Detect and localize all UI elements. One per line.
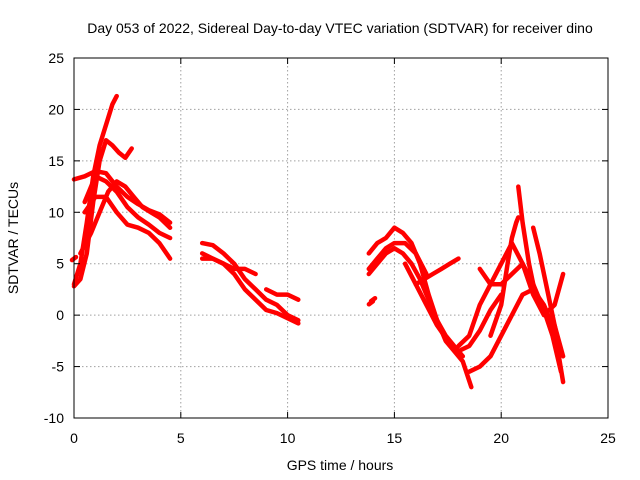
x-axis-title: GPS time / hours	[287, 457, 394, 473]
y-tick-label: 0	[56, 307, 64, 323]
y-tick-label: 10	[48, 204, 64, 220]
data-series-track-13	[366, 240, 429, 277]
data-series-track-6	[78, 179, 173, 256]
data-series-track-5	[82, 194, 173, 261]
data-series-track-3	[71, 138, 134, 289]
y-tick-label: 20	[48, 101, 64, 117]
data-series-track-4	[82, 174, 173, 241]
grid	[74, 58, 608, 418]
y-tick-label: -5	[52, 359, 65, 375]
y-axis-title: SDTVAR / TECUs	[5, 182, 21, 294]
data-point	[366, 299, 376, 307]
x-tick-label: 10	[280, 430, 296, 446]
y-tick-label: 15	[48, 153, 64, 169]
data-series-track-14	[413, 256, 461, 287]
chart-title: Day 053 of 2022, Sidereal Day-to-day VTE…	[87, 20, 593, 36]
data-series-track-10	[263, 287, 301, 302]
data-series-track-9	[199, 256, 258, 277]
y-tick-label: 25	[48, 50, 64, 66]
data-series-track-20	[516, 184, 564, 374]
x-tick-label: 20	[493, 430, 509, 446]
data-series-track-19	[488, 215, 521, 338]
data-series-track-7	[199, 240, 301, 323]
x-tick-label: 0	[70, 430, 78, 446]
y-tick-label: 5	[56, 256, 64, 272]
data-layer	[69, 93, 566, 390]
x-tick-label: 5	[177, 430, 185, 446]
plot-frame	[73, 57, 609, 419]
data-series-track-15	[402, 261, 504, 354]
data-series-track-21	[530, 225, 562, 349]
data-series-track-1	[71, 93, 119, 287]
x-tick-label: 15	[387, 430, 403, 446]
ticks: 0 5 10 15 20 25 -10 -5 0 5 10 15 20 25	[44, 50, 616, 446]
data-series-track-18	[477, 261, 566, 359]
x-tick-label: 25	[600, 430, 616, 446]
y-tick-label: -10	[44, 410, 64, 426]
